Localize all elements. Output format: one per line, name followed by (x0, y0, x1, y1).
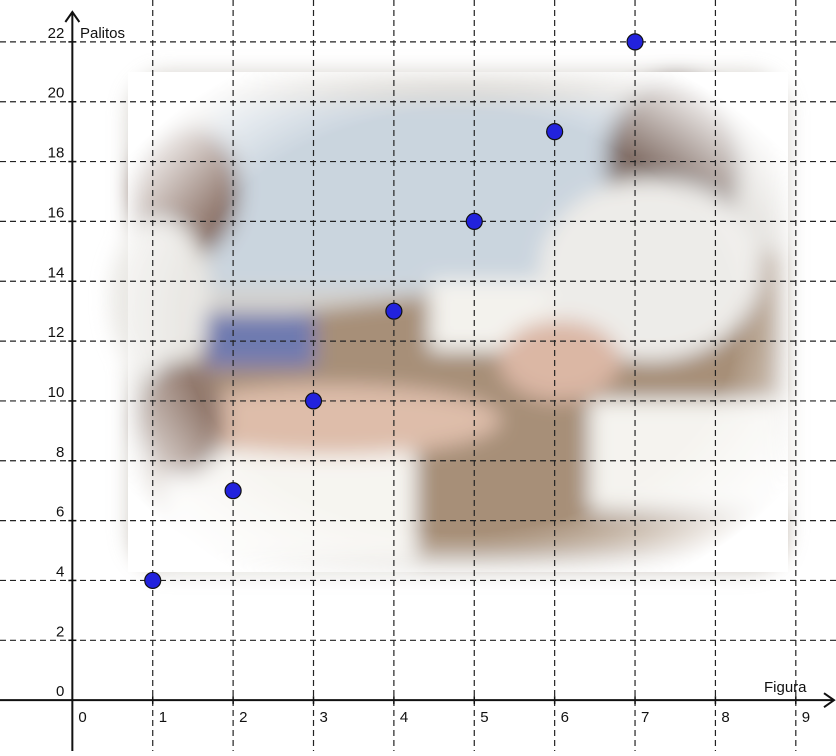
data-point (385, 302, 403, 320)
data-point (626, 33, 644, 51)
y-axis-arrow (64, 10, 81, 23)
data-point (224, 482, 242, 500)
x-tick-label: 6 (561, 709, 569, 726)
x-tick-label: 4 (400, 709, 408, 726)
x-tick-label: 9 (802, 709, 810, 726)
x-tick-label: 3 (320, 709, 328, 726)
x-tick-label: 1 (159, 709, 167, 726)
x-axis-arrow (823, 692, 836, 708)
data-point (546, 123, 564, 141)
y-tick-label: 10 (48, 384, 65, 401)
y-tick-label: 12 (48, 324, 65, 341)
x-axis-label: Figura (764, 679, 807, 696)
y-tick-label: 8 (56, 444, 64, 461)
x-tick-label: 2 (239, 709, 247, 726)
background-photo (110, 72, 788, 572)
y-tick-label: 4 (56, 563, 64, 580)
y-tick-label: 20 (48, 85, 65, 102)
y-tick-label: 22 (48, 25, 65, 42)
x-tick-label: 5 (480, 709, 488, 726)
x-tick-label: 0 (78, 709, 86, 726)
data-point (304, 392, 323, 410)
axes (0, 10, 836, 751)
x-tick-label: 7 (641, 709, 649, 726)
y-tick-label: 6 (56, 504, 64, 521)
y-tick-label: 0 (56, 683, 64, 700)
y-tick-label: 14 (48, 264, 65, 281)
y-axis-label: Palitos (80, 25, 125, 42)
data-point (465, 212, 483, 231)
x-tick-label: 8 (721, 709, 729, 726)
y-tick-label: 18 (48, 145, 65, 162)
data-points (144, 33, 644, 590)
data-point (144, 571, 162, 590)
y-tick-label: 16 (48, 204, 65, 221)
y-tick-label: 2 (56, 623, 64, 640)
